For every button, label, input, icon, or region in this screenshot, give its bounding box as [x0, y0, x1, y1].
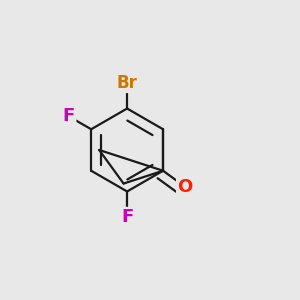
Text: F: F	[121, 208, 133, 226]
Text: Br: Br	[117, 74, 137, 92]
Text: F: F	[63, 107, 75, 125]
Text: O: O	[177, 178, 193, 196]
